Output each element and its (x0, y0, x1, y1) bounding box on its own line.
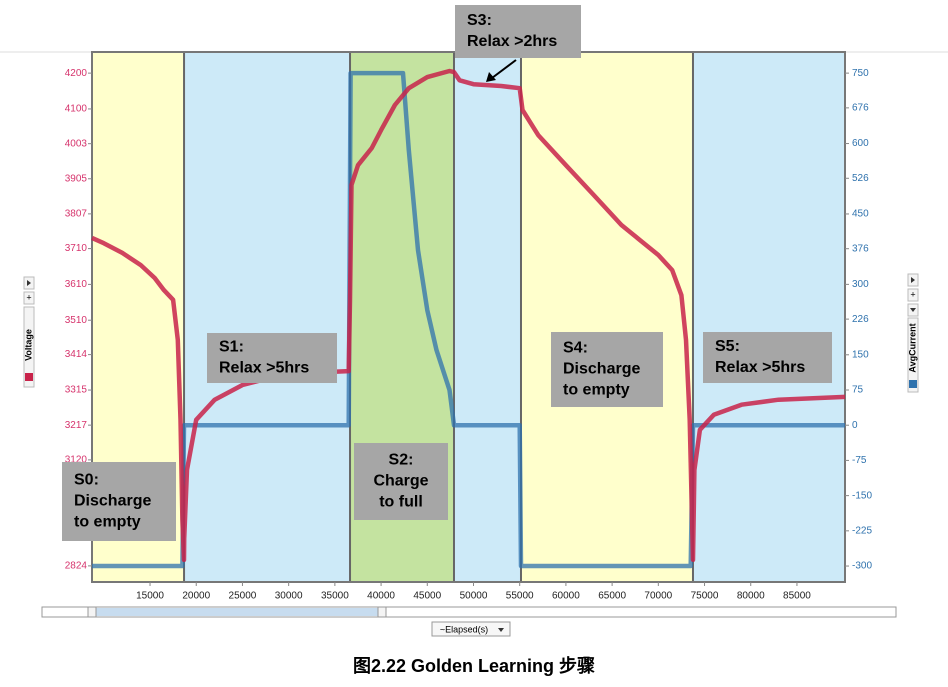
scroll-left[interactable] (87, 606, 97, 618)
y2-tick-label: 75 (852, 385, 864, 396)
annotation-text: Relax >5hrs (219, 360, 309, 377)
overlay: S0: Discharge to empty S1: Relax >5hrs S2: Cha… (62, 5, 832, 541)
x-tick-label: 85000 (783, 591, 811, 602)
scrollbar[interactable] (41, 606, 897, 618)
annotation-text: to empty (563, 382, 630, 399)
y-tick-label: 3217 (65, 420, 88, 431)
x-tick-label: 15000 (136, 591, 164, 602)
y2-tick-label: 526 (852, 173, 869, 184)
y-axis-title: Voltage (23, 329, 33, 361)
y2-tick-label: 376 (852, 243, 869, 254)
x-tick-label: 40000 (367, 591, 395, 602)
x-tick-label: 30000 (275, 591, 303, 602)
icon: + (910, 289, 915, 299)
scroll-right[interactable] (377, 606, 387, 618)
y2-tick-label: 750 (852, 68, 869, 79)
legend-swatch (909, 380, 917, 388)
y2-tick-label: 676 (852, 103, 869, 114)
annotation-text: S4: (563, 340, 588, 357)
y2-tick-label: 450 (852, 209, 869, 220)
axis-button[interactable] (23, 291, 35, 305)
annotation-text: S1: (219, 339, 244, 356)
arrow-head (486, 72, 496, 82)
phase-region (692, 52, 845, 582)
y2-tick-label: 300 (852, 279, 869, 290)
x-tick-label: 80000 (737, 591, 765, 602)
icon (498, 628, 504, 632)
phase-region (453, 52, 521, 582)
icon (27, 280, 31, 286)
annotation-text: Charge (373, 473, 428, 490)
annotation-text: Relax >5hrs (715, 359, 805, 376)
y2-tick-label: -225 (852, 525, 872, 536)
x-tick-label: 70000 (644, 591, 672, 602)
annotation-text: to full (379, 494, 423, 511)
annotation-text: S0: (74, 472, 99, 489)
y2-tick-label: -300 (852, 561, 872, 572)
x-tick-label: 55000 (506, 591, 534, 602)
series-line (91, 68, 846, 563)
scroll-thumb[interactable] (96, 608, 378, 616)
y2-tick-label: 600 (852, 138, 869, 149)
legend-swatch (25, 373, 33, 381)
axis-button[interactable] (907, 288, 919, 302)
y-tick-label: 3414 (65, 349, 88, 360)
phase-region (184, 52, 351, 582)
y-tick-label: 4200 (65, 68, 88, 79)
annotation-text: S5: (715, 338, 740, 355)
y-tick-label: 4003 (65, 138, 88, 149)
y2-axis-title: AvgCurrent (907, 323, 917, 372)
x-axis-dropdown[interactable] (431, 621, 511, 637)
y-tick-label: 3510 (65, 315, 88, 326)
series-line (92, 70, 845, 569)
annotation-text: to empty (74, 514, 141, 531)
y2-tick-label: -75 (852, 455, 867, 466)
y2-tick-label: 226 (852, 314, 869, 325)
annotation-box (354, 443, 448, 520)
annotation-text: S2: (389, 452, 414, 469)
arrow-shaft (491, 59, 517, 79)
y2-tick-label: -150 (852, 490, 872, 501)
x-tick-label: 20000 (182, 591, 210, 602)
annotation-box (62, 462, 176, 541)
y-tick-label: 3120 (65, 455, 88, 466)
y-tick-label: 3315 (65, 385, 88, 396)
annotation-box (207, 333, 337, 383)
icon (911, 277, 915, 283)
axis-title-box[interactable] (23, 306, 35, 388)
annotation-text: Relax >2hrs (467, 33, 557, 50)
phase-region (520, 52, 693, 582)
x-tick-label: 60000 (552, 591, 580, 602)
x-axis-title: ~Elapsed(s) (440, 624, 488, 634)
annotation-box (455, 5, 581, 58)
x-tick-label: 25000 (229, 591, 257, 602)
y-tick-label: 3610 (65, 279, 88, 290)
annotation-text: Discharge (563, 361, 640, 378)
annotation-text: Discharge (74, 493, 151, 510)
y-tick-label: 4100 (65, 104, 88, 115)
annotation-box (551, 332, 663, 407)
axis-title-box[interactable] (907, 317, 919, 393)
y-tick-label: 3710 (65, 243, 88, 254)
x-tick-label: 65000 (598, 591, 626, 602)
y-tick-label: 3807 (65, 209, 88, 220)
x-tick-label: 35000 (321, 591, 349, 602)
annotation-text: S3: (467, 12, 492, 29)
y-tick-label: 3905 (65, 173, 88, 184)
annotation-box (703, 332, 832, 383)
icon (910, 308, 916, 312)
x-tick-label: 45000 (413, 591, 441, 602)
x-tick-label: 75000 (691, 591, 719, 602)
y-tick-label: 2824 (65, 561, 88, 572)
x-tick-label: 50000 (460, 591, 488, 602)
y2-tick-label: 150 (852, 349, 869, 360)
icon: + (26, 292, 31, 302)
plot-area: 4200 4100 4003 3905 3807 3710 3610 3510 3414 3315… (65, 51, 872, 602)
y2-tick-label: 0 (852, 420, 858, 431)
caption: 图2.22 Golden Learning 步骤 (353, 655, 595, 676)
